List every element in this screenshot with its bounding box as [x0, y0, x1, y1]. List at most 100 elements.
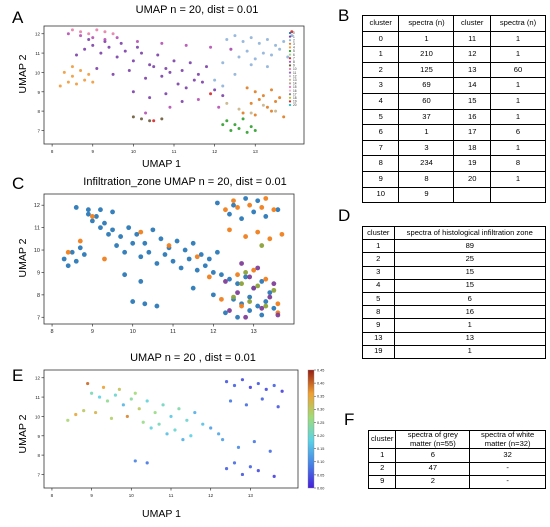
table-b-cell: 60	[398, 92, 455, 110]
scatter-point-cluster-3	[257, 98, 261, 102]
scatter-point-cluster-19	[209, 92, 213, 96]
scatter-point-cluster-3	[253, 90, 257, 94]
x-tick-label: 13	[253, 149, 259, 154]
scatter-point	[93, 410, 98, 415]
scatter-point-cluster-1	[107, 45, 111, 49]
legend-marker	[288, 35, 292, 38]
scatter-point-group-1	[263, 276, 269, 282]
x-tick-label: 11	[170, 329, 176, 335]
table-b-cell: 18	[453, 139, 491, 157]
y-tick-label: 9	[37, 90, 40, 95]
scatter-point-group-0	[85, 207, 91, 213]
scatter-point-group-2	[271, 281, 277, 287]
scatter-point-group-0	[65, 263, 71, 269]
scatter-point-group-2	[239, 261, 244, 266]
y-tick-label: 7	[37, 128, 40, 133]
scatter-point-group-1	[102, 256, 107, 262]
table-b-cell: 5	[361, 108, 400, 126]
scatter-point-cluster-1	[123, 49, 127, 53]
table-d-cell: 1	[362, 239, 395, 254]
legend-marker	[288, 53, 292, 56]
scatter-point-group-2	[255, 265, 261, 271]
table-d-header-row: cluster spectra of histological infiltrat…	[362, 225, 547, 241]
panel-letter-e: E	[12, 366, 24, 385]
scatter-point-group-0	[243, 274, 249, 280]
scatter-point	[153, 410, 157, 415]
scatter-point-cluster-1	[172, 59, 176, 63]
scatter-point-cluster-2	[237, 55, 241, 59]
scatter-point-cluster-1	[156, 53, 160, 57]
scatter-point-group-0	[275, 207, 281, 213]
scatter-point-cluster-1	[180, 99, 184, 103]
scatter-point-cluster-4	[91, 80, 95, 84]
x-tick-label: 11	[172, 149, 177, 154]
scatter-point	[201, 422, 205, 426]
scatter-point	[272, 383, 276, 388]
legend-marker	[288, 42, 292, 45]
table-b-cell: 15	[453, 92, 491, 110]
scatter-point-group-0	[235, 281, 240, 287]
scatter-point-cluster-1	[87, 38, 91, 42]
scatter-point-group-0	[247, 308, 253, 313]
scatter-point-cluster-1	[152, 65, 156, 69]
scatter-point-group-0	[259, 279, 265, 284]
scatter-point-group-1	[267, 236, 273, 242]
scatter-point	[161, 403, 165, 407]
chart-e-title: UMAP n = 20 , dist = 0.01	[130, 352, 256, 364]
scatter-point-cluster-13	[225, 101, 229, 105]
scatter-point-cluster-3	[265, 105, 269, 109]
scatter-point-cluster-2	[233, 72, 237, 76]
scatter-point-group-0	[89, 218, 95, 224]
table-f-header-cell: spectra of white matter (n=32)	[469, 429, 546, 450]
table-b-cell: 60	[489, 61, 547, 79]
scatter-point-group-1	[271, 207, 277, 213]
scatter-point	[97, 395, 102, 399]
table-f-cell: 6	[395, 448, 471, 463]
scatter-point-group-0	[178, 265, 184, 271]
scatter-point-group-1	[279, 231, 285, 237]
table-d-cell: 15	[393, 265, 547, 280]
scatter-point-group-0	[210, 270, 216, 275]
table-d-row: 13 13	[362, 331, 547, 346]
scatter-point-group-0	[263, 214, 269, 219]
panel-letter-c: C	[12, 174, 25, 193]
table-d-row: 3 15	[362, 265, 547, 280]
scatter-point-cluster-5	[241, 117, 245, 121]
legend-marker	[288, 82, 292, 85]
scatter-point	[66, 418, 70, 422]
scatter-point-cluster-2	[241, 39, 245, 43]
y-tick-label: 11	[35, 51, 40, 56]
scatter-point-cluster-1	[200, 80, 204, 84]
scatter-point-cluster-3	[253, 113, 257, 117]
scatter-point-cluster-1	[99, 51, 103, 55]
colorbar-tick-label: 0.45	[317, 368, 324, 372]
scatter-point-cluster-9	[140, 117, 143, 121]
scatter-point-group-2	[235, 290, 240, 296]
scatter-point	[260, 397, 264, 401]
scatter-point	[220, 438, 225, 442]
x-tick-label: 8	[51, 493, 54, 498]
table-d-cell: 2	[362, 252, 395, 267]
scatter-point-cluster-1	[188, 61, 192, 65]
scatter-point-group-3	[263, 303, 269, 309]
scatter-point-group-0	[110, 209, 115, 215]
y-tick-label: 12	[34, 203, 40, 209]
scatter-point-group-0	[194, 267, 200, 273]
table-b-row: 10 9	[361, 186, 547, 204]
scatter-point-cluster-1	[168, 70, 172, 74]
scatter-point-group-0	[98, 207, 103, 213]
scatter-point	[125, 414, 129, 419]
y-tick-label: 12	[35, 32, 41, 37]
legend-marker	[288, 39, 292, 42]
x-tick-label: 12	[210, 329, 216, 335]
scatter-point-cluster-8	[91, 36, 95, 40]
scatter-point-group-2	[275, 312, 281, 318]
scatter-point-group-0	[130, 299, 136, 304]
scatter-point-cluster-3	[241, 111, 245, 115]
scatter-point-cluster-1	[83, 47, 87, 51]
panel-letter-b: B	[338, 6, 350, 25]
scatter-point-cluster-1	[164, 67, 168, 71]
scatter-point-cluster-4	[66, 80, 70, 84]
